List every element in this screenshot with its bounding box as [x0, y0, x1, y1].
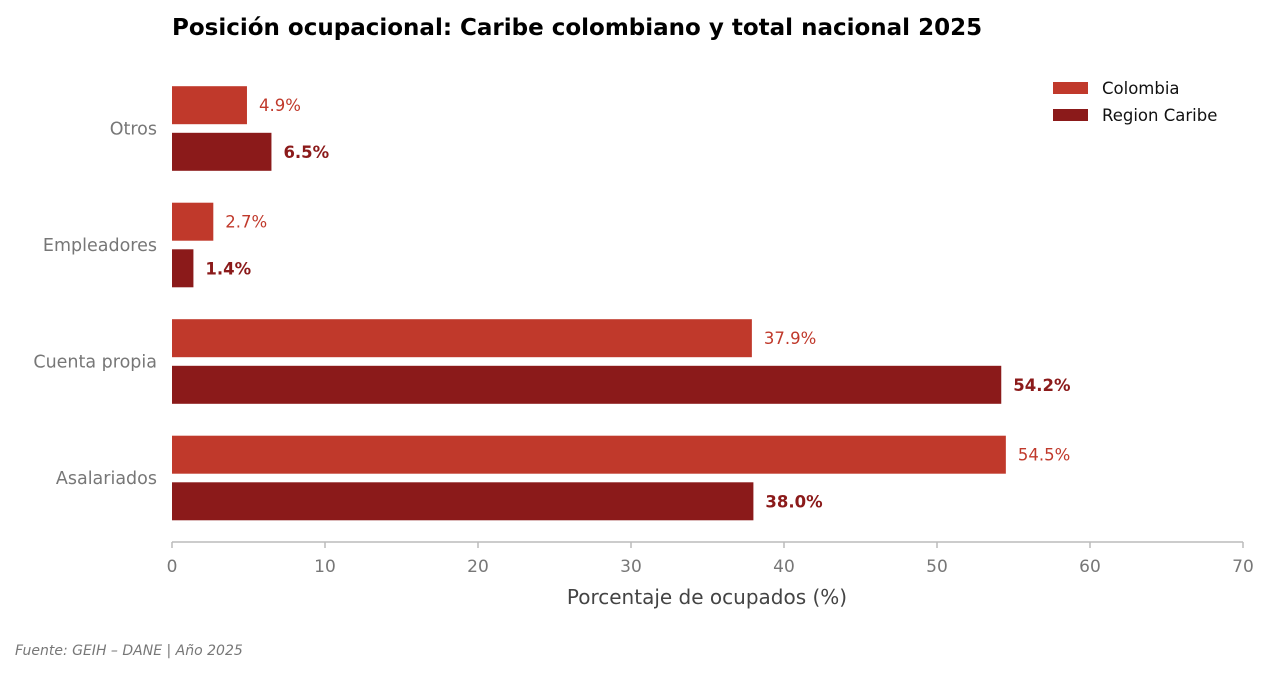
value-labels: 4.9% 2.7% 37.9% 54.5% 6.5% 1.4% 54.2% 38.0% — [205, 96, 1071, 511]
bar-region-caribe-empleadores — [172, 249, 194, 288]
value-label-colombia-otros: 4.9% — [259, 96, 301, 115]
category-label-asalariados: Asalariados — [56, 469, 157, 489]
bar-region-caribe-cuenta-propia — [172, 365, 1002, 404]
bars — [172, 86, 1006, 521]
x-axis: 0 10 20 30 40 50 60 70 — [167, 541, 1254, 577]
x-tick-label-30: 30 — [620, 557, 642, 577]
bar-region-caribe-otros — [172, 132, 272, 171]
category-label-empleadores: Empleadores — [43, 236, 157, 256]
legend-swatch-region-caribe — [1053, 109, 1088, 121]
legend-label-region-caribe: Region Caribe — [1102, 106, 1217, 125]
legend: Colombia Region Caribe — [1053, 79, 1217, 125]
x-tick-label-50: 50 — [926, 557, 948, 577]
bar-region-caribe-asalariados — [172, 482, 754, 521]
bar-colombia-cuenta-propia — [172, 319, 752, 358]
legend-swatch-colombia — [1053, 82, 1088, 94]
category-label-otros: Otros — [110, 120, 157, 140]
value-label-region-caribe-cuenta-propia: 54.2% — [1013, 376, 1071, 395]
x-tick-label-0: 0 — [167, 557, 178, 577]
x-tick-label-20: 20 — [467, 557, 489, 577]
x-tick-label-10: 10 — [314, 557, 336, 577]
value-label-colombia-cuenta-propia: 37.9% — [764, 329, 816, 348]
bar-colombia-otros — [172, 86, 247, 125]
value-label-colombia-empleadores: 2.7% — [225, 213, 267, 232]
value-label-region-caribe-empleadores: 1.4% — [205, 259, 251, 278]
bar-colombia-empleadores — [172, 202, 214, 241]
category-labels: Otros Empleadores Cuenta propia Asalariados — [33, 120, 157, 490]
value-label-region-caribe-otros: 6.5% — [283, 143, 329, 162]
x-axis-label: Porcentaje de ocupados (%) — [567, 585, 847, 609]
legend-label-colombia: Colombia — [1102, 79, 1180, 98]
x-tick-label-70: 70 — [1232, 557, 1254, 577]
chart-title: Posición ocupacional: Caribe colombiano … — [172, 15, 982, 41]
x-tick-label-40: 40 — [773, 557, 795, 577]
x-ticks: 0 10 20 30 40 50 60 70 — [167, 542, 1254, 577]
category-label-cuenta-propia: Cuenta propia — [33, 353, 157, 373]
value-label-region-caribe-asalariados: 38.0% — [765, 492, 823, 511]
source-note: Fuente: GEIH – DANE | Año 2025 — [15, 643, 243, 659]
bar-colombia-asalariados — [172, 435, 1006, 474]
value-label-colombia-asalariados: 54.5% — [1018, 446, 1070, 465]
x-tick-label-60: 60 — [1079, 557, 1101, 577]
